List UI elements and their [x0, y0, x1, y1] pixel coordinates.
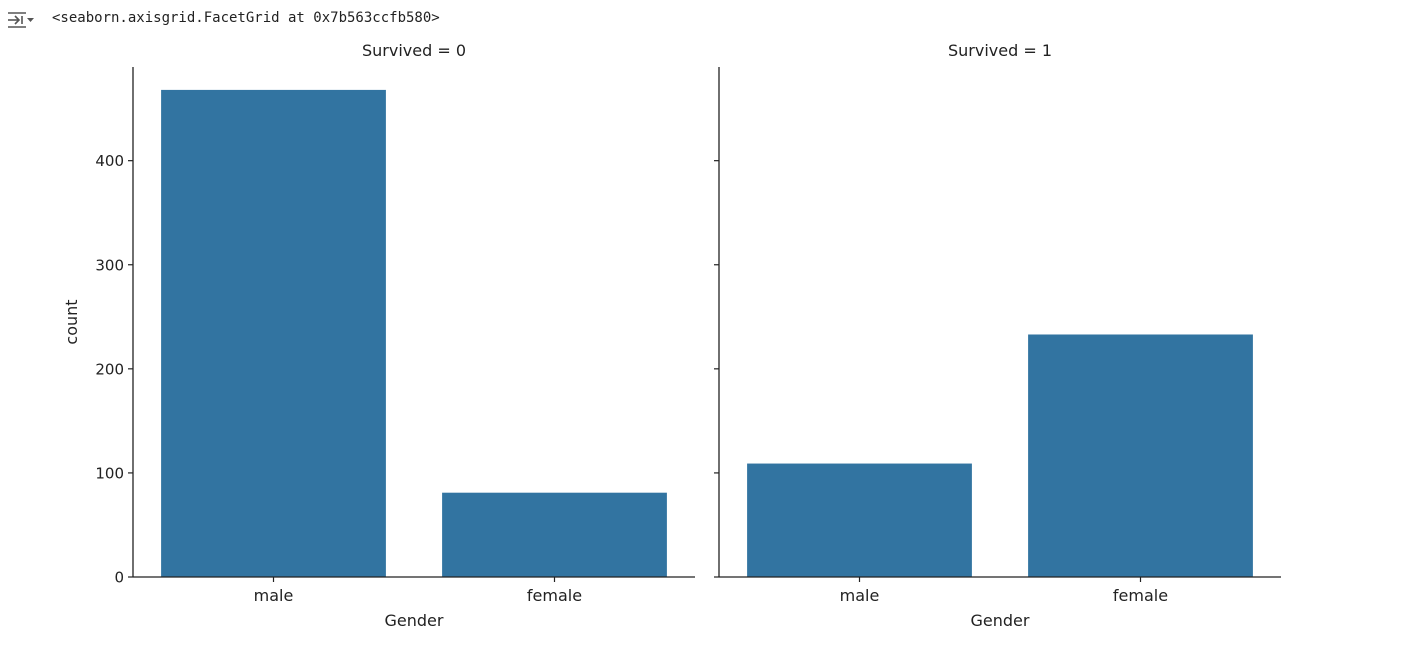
x-tick-label: male — [840, 586, 880, 605]
y-tick-label: 300 — [95, 256, 124, 274]
output-collapse-icon[interactable] — [6, 9, 36, 31]
x-tick-label: male — [254, 586, 294, 605]
facet-title: Survived = 0 — [362, 41, 466, 60]
y-tick-label: 400 — [95, 152, 124, 170]
x-axis-label: Gender — [385, 611, 444, 630]
x-axis-label: Gender — [971, 611, 1030, 630]
cell-output-text: <seaborn.axisgrid.FacetGrid at 0x7b563cc… — [52, 10, 440, 26]
bar-female — [1028, 334, 1253, 577]
y-axis-label: count — [62, 299, 81, 344]
facet-title: Survived = 1 — [948, 41, 1052, 60]
x-tick-label: female — [527, 586, 582, 605]
bar-male — [161, 89, 386, 578]
y-tick-label: 0 — [114, 569, 124, 587]
y-tick-label: 100 — [95, 464, 124, 482]
y-tick-label: 200 — [95, 360, 124, 378]
x-tick-label: female — [1113, 586, 1168, 605]
bar-female — [442, 492, 667, 577]
bar-male — [747, 463, 972, 577]
